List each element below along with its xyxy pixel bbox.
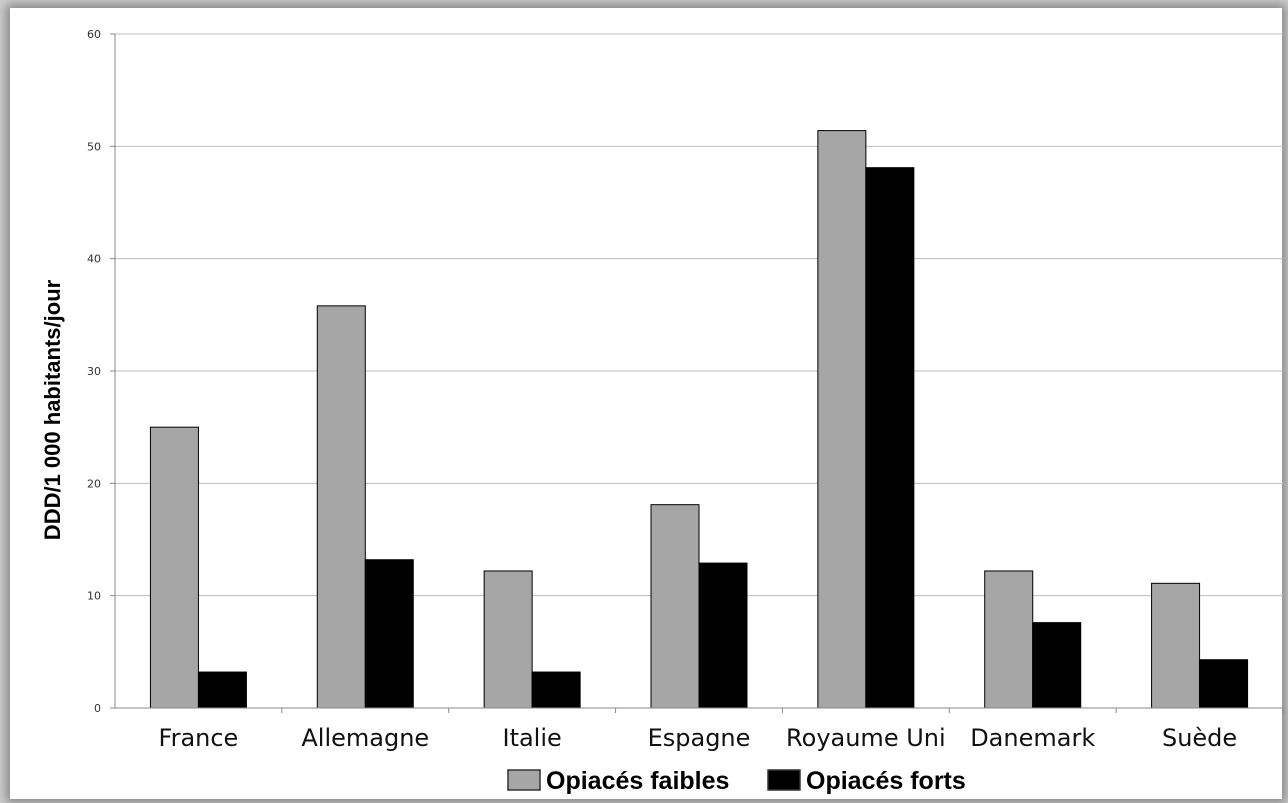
bar-opiaces-faibles-4 (817, 130, 867, 709)
legend-label-opiaces-faibles: Opiacés faibles (546, 767, 729, 795)
legend-swatch-opiaces-forts (767, 769, 801, 791)
x-category-label: Royaume Uni (786, 724, 946, 752)
x-category-labels: France Allemagne Italie Espagne Royaume Uni D… (159, 724, 1238, 752)
bar-opiaces-forts-1 (364, 559, 414, 709)
legend: Opiacés faibles Opiacés forts (507, 767, 966, 795)
bar-opiaces-faibles-6 (1151, 582, 1201, 709)
bar-opiaces-faibles-0 (149, 426, 199, 709)
x-category-label: Allemagne (301, 724, 429, 752)
x-category-label: Danemark (970, 724, 1095, 752)
y-axis-label: DDD/1 000 habitants/jour (40, 279, 65, 540)
axes (114, 34, 1284, 713)
y-tick-label: 30 (87, 365, 101, 378)
y-tick-label: 50 (87, 140, 101, 153)
bar-opiaces-forts-5 (1032, 622, 1082, 709)
bar-opiaces-faibles-5 (984, 570, 1034, 709)
bar-opiaces-faibles-3 (650, 504, 700, 709)
bars (149, 130, 1249, 709)
y-tick-label: 10 (87, 590, 101, 603)
bar-opiaces-forts-6 (1199, 659, 1249, 709)
bar-opiaces-forts-0 (197, 671, 247, 709)
x-category-label: Suède (1162, 724, 1237, 752)
y-tick-labels: 0 10 20 30 40 50 60 (87, 28, 115, 715)
x-category-label: Italie (502, 724, 561, 752)
y-tick-label: 0 (94, 702, 101, 715)
bar-opiaces-faibles-2 (483, 570, 533, 709)
x-category-label: France (159, 724, 239, 752)
x-category-label: Espagne (648, 724, 751, 752)
bar-opiaces-forts-4 (865, 167, 915, 709)
y-tick-label: 40 (87, 253, 101, 266)
y-tick-label: 20 (87, 477, 101, 490)
legend-label-opiaces-forts: Opiacés forts (806, 767, 966, 795)
legend-swatch-opiaces-faibles (507, 769, 541, 791)
bar-opiaces-faibles-1 (316, 305, 366, 709)
bar-opiaces-forts-2 (531, 671, 581, 709)
bar-opiaces-forts-3 (698, 562, 748, 709)
y-tick-label: 60 (87, 28, 101, 41)
